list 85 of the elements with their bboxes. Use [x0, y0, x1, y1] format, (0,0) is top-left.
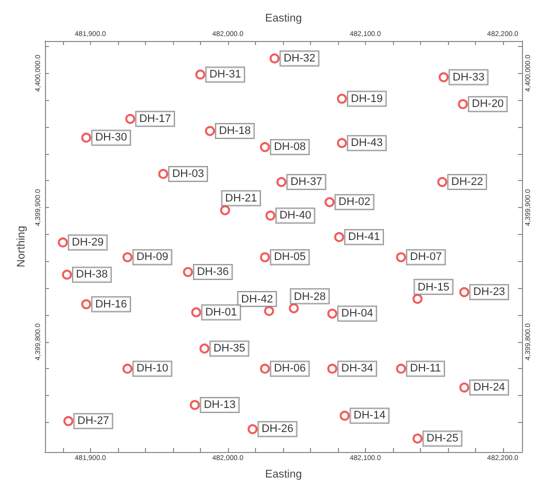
point [412, 294, 423, 304]
annotation: DH-25 [426, 432, 458, 445]
point [396, 252, 406, 262]
annotation: DH-02 [338, 196, 370, 208]
point [288, 303, 299, 314]
point [459, 287, 470, 298]
annotation: DH-15 [418, 281, 450, 294]
point [81, 299, 92, 310]
annotation: DH-32 [284, 52, 316, 64]
annotation: DH-10 [136, 362, 168, 375]
annotation: DH-24 [473, 382, 506, 394]
point [122, 252, 132, 262]
point [336, 138, 347, 148]
x2-axis-title: Easting [265, 12, 302, 24]
annotation: DH-14 [354, 410, 386, 422]
point [182, 267, 193, 278]
annotation: DH-17 [139, 112, 172, 125]
point [195, 70, 206, 80]
point [63, 416, 74, 426]
annotation: DH-40 [279, 210, 312, 222]
point [265, 210, 276, 221]
annotation: DH-03 [172, 168, 204, 180]
annotation: DH-21 [225, 192, 257, 205]
annotation: DH-08 [274, 141, 306, 154]
point [190, 400, 200, 410]
point [81, 132, 92, 143]
point [199, 344, 210, 354]
annotation: DH-13 [204, 398, 236, 411]
point [270, 53, 280, 64]
annotation: DH-19 [350, 92, 383, 105]
point [458, 99, 468, 110]
point [327, 364, 338, 374]
annotation: DH-29 [72, 236, 104, 248]
point [248, 424, 258, 434]
y-axis-title: Northing [16, 226, 28, 268]
annotation: DH-16 [95, 298, 128, 310]
annotation: DH-38 [76, 268, 108, 281]
point [412, 434, 423, 444]
annotation: DH-18 [218, 124, 251, 137]
annotation: DH-01 [205, 306, 238, 318]
annotation: DH-23 [473, 286, 506, 298]
point [340, 410, 350, 421]
point [324, 197, 335, 208]
point [260, 252, 270, 262]
annotation: DH-33 [452, 71, 484, 84]
annotation: DH-11 [410, 362, 442, 375]
point [125, 114, 136, 124]
annotation: DH-37 [290, 176, 322, 188]
point [276, 177, 286, 188]
annotation: DH-27 [77, 415, 110, 428]
point [260, 142, 270, 152]
annotation: DH-07 [410, 251, 442, 264]
point [122, 364, 132, 374]
point [191, 307, 202, 318]
point [204, 126, 215, 136]
point [58, 237, 68, 248]
point [459, 382, 470, 393]
annotation: DH-26 [262, 423, 294, 436]
point [260, 364, 270, 374]
annotation: DH-04 [341, 308, 374, 320]
annotation: DH-06 [274, 362, 306, 375]
annotation: DH-43 [350, 137, 383, 150]
point [437, 177, 448, 188]
point [438, 72, 449, 82]
annotation: DH-41 [348, 231, 380, 244]
point [220, 205, 230, 216]
annotation: DH-36 [196, 266, 229, 278]
annotation: DH-20 [472, 98, 504, 110]
x-axis-title: Easting [265, 468, 302, 480]
annotation: DH-09 [136, 251, 168, 264]
point [327, 308, 338, 319]
point [158, 168, 168, 179]
annotation: DH-28 [294, 290, 326, 303]
point [264, 306, 274, 316]
point [62, 270, 72, 280]
point [334, 232, 344, 242]
annotation: DH-31 [209, 68, 242, 81]
annotation: DH-22 [451, 176, 484, 188]
annotation: DH-35 [213, 342, 246, 355]
annotation: DH-05 [274, 251, 306, 264]
point [336, 94, 347, 104]
point [396, 364, 406, 374]
annotation: DH-42 [241, 293, 273, 306]
annotation: DH-34 [341, 362, 374, 375]
annotation: DH-30 [95, 132, 128, 144]
